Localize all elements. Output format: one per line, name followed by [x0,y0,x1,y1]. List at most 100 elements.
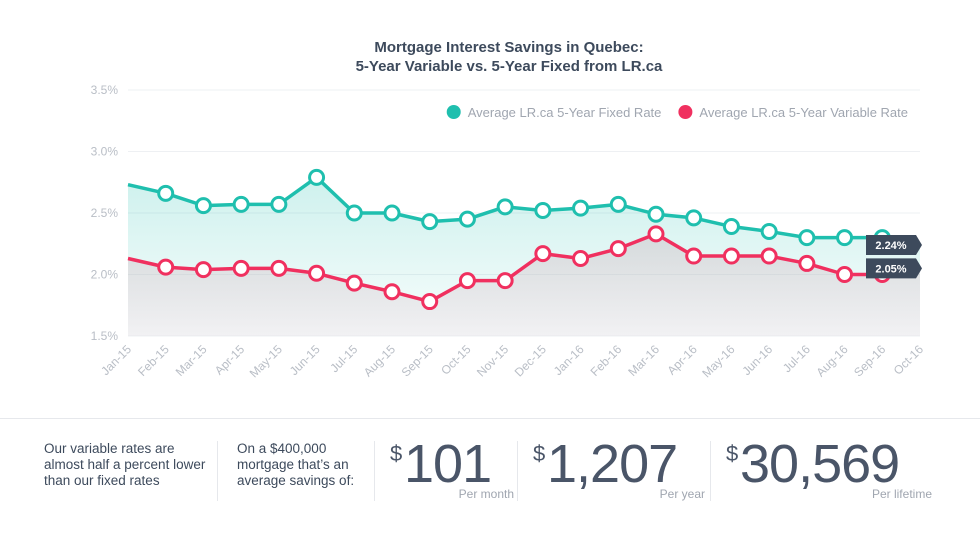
point [157,184,175,202]
y-tick-label: 1.5% [91,329,119,343]
stat-amount: 30,569 [740,434,900,494]
stat-amount: 101 [404,434,492,494]
x-tick-label: Feb-16 [588,342,625,379]
x-tick-label: Apr-16 [664,342,700,378]
point [345,274,363,292]
point [458,210,476,228]
x-tick-label: Jan-15 [98,342,134,378]
x-tick-label: Oct-15 [438,342,474,378]
callout-box [866,234,922,255]
chart-title: Mortgage Interest Savings in Quebec: [374,39,643,56]
point [572,199,590,217]
value-label: 2.05% [875,263,906,275]
point [383,204,401,222]
point [194,197,212,215]
point [270,259,288,277]
point [609,195,627,213]
point [760,247,778,265]
point [496,272,514,290]
callout-box [866,258,922,279]
point [496,198,514,216]
summary-note: Our variable rates are almost half a per… [44,441,206,488]
x-tick-label: Jan-16 [551,342,587,378]
x-tick-label: Feb-15 [135,342,172,379]
stat-period: Per year [659,487,705,501]
summary-panel: Our variable rates are almost half a per… [0,418,980,540]
point [308,264,326,282]
point [383,283,401,301]
stat-period: Per lifetime [871,487,932,501]
y-tick-label: 2.5% [91,206,119,220]
point [421,293,439,311]
point [345,204,363,222]
x-tick-label: Jun-15 [287,342,323,378]
y-tick-label: 2.0% [91,268,119,282]
point [194,261,212,279]
x-tick-label: Mar-16 [625,342,662,379]
series-area [128,233,920,336]
point [798,229,816,247]
x-tick-label: Jul-16 [780,342,813,375]
x-tick-label: Mar-15 [173,342,210,379]
divider [217,441,218,501]
value-callout: 2.24% [866,234,922,255]
y-tick-label: 3.0% [91,145,119,159]
series-line [127,232,921,304]
point [685,209,703,227]
divider [710,441,711,501]
point [157,258,175,276]
x-tick-label: May-15 [247,342,285,380]
point [836,266,854,283]
x-tick-label: Dec-15 [512,342,549,379]
legend-swatch [678,105,693,119]
value-callout: 2.05% [866,258,922,279]
x-tick-label: Apr-15 [212,342,248,378]
point [534,245,552,263]
stat-period: Per month [458,487,514,501]
chart-subtitle: 5-Year Variable vs. 5-Year Fixed from LR… [356,58,663,75]
point [421,213,439,231]
point [270,195,288,213]
point [534,202,552,220]
x-tick-label: May-16 [699,342,737,380]
point [722,247,740,265]
point [572,250,590,268]
point [232,195,250,213]
point [722,218,740,236]
x-tick-label: Aug-16 [813,342,850,379]
series-line [127,175,921,247]
x-tick-label: Jul-15 [327,342,360,375]
stat-amount: 1,207 [547,434,678,494]
stat: $30,569 Per lifetime [726,433,932,513]
divider [374,441,375,501]
value-label: 2.24% [875,240,906,252]
point [798,254,816,272]
x-tick-label: Sep-15 [399,342,436,379]
stat: $1,207 Per year [533,433,705,513]
legend-label: Average LR.ca 5-Year Variable Rate [699,105,908,120]
point [685,247,703,265]
legend-swatch [446,105,461,119]
point [458,272,476,290]
y-tick-label: 3.5% [91,83,119,97]
point [308,168,326,186]
stat-currency: $ [533,441,546,466]
stat-currency: $ [726,441,739,466]
point [836,229,854,247]
x-tick-label: Aug-15 [361,342,398,379]
x-tick-label: Oct-16 [891,342,927,378]
point [232,259,250,277]
legend-label: Average LR.ca 5-Year Fixed Rate [468,105,662,120]
point [609,240,627,258]
x-tick-label: Jun-16 [739,342,775,378]
x-tick-label: Sep-16 [851,342,888,379]
point [760,222,778,240]
stat: $101 Per month [390,433,514,513]
x-tick-label: Nov-15 [474,342,511,379]
divider [517,441,518,501]
point [647,205,665,223]
chart: Mortgage Interest Savings in Quebec: 5-Y… [91,39,927,380]
point [647,225,665,243]
stat-currency: $ [390,441,403,466]
